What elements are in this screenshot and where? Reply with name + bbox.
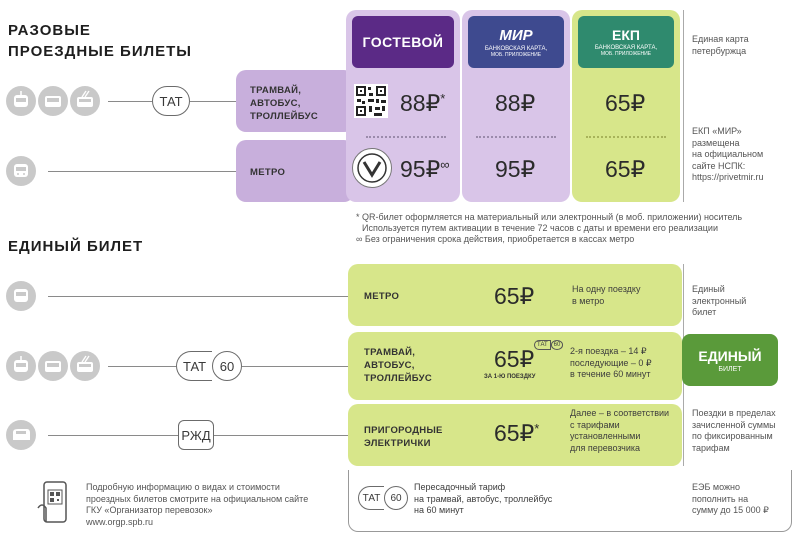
metro-logo-icon: [352, 148, 392, 188]
unified-label-surface: ТРАМВАЙ, АВТОБУС, ТРОЛЛЕЙБУС: [364, 347, 433, 384]
info-link[interactable]: www.orgp.spb.ru: [86, 516, 154, 527]
unified-row-train: [348, 404, 682, 466]
footnote-qr: * QR-билет оформляется на материальный и…: [356, 212, 743, 222]
unified-desc-train: Далее – в соответствии с тарифами устано…: [570, 408, 670, 453]
transfer-box: [348, 470, 792, 532]
info-text: Подробную информацию о видах и стоимости…: [86, 482, 309, 527]
unified-label-metro: МЕТРО: [364, 291, 400, 302]
unified-side-note: Единый электронный билет: [692, 284, 747, 317]
connector-line: [48, 296, 348, 297]
unified-title: ЕДИНЫЙ БИЛЕТ: [8, 238, 144, 255]
qr-code-icon: [354, 84, 388, 118]
footnote-unlimited: ∞ Без ограничения срока действия, приобр…: [356, 234, 635, 244]
separator: [366, 136, 446, 138]
transfer-text: Пересадочный тариф на трамвай, автобус, …: [414, 482, 553, 515]
guest-header: ГОСТЕВОЙ: [352, 16, 454, 68]
bus-icon: [38, 86, 68, 116]
unified-price-train: 65₽ *: [494, 420, 540, 446]
surface-transport-icons: [6, 86, 100, 116]
rzd-pill: РЖД: [178, 420, 214, 450]
connector-line: [48, 171, 236, 172]
unified-price-surface-sub: ЗА 1-Ю ПОЕЗДКУ: [484, 374, 536, 380]
eeb-note: ЕЭБ можно пополнить на сумму до 15 000 ₽: [692, 482, 769, 515]
separator: [476, 136, 556, 138]
footnotes: * QR-билет оформляется на материальный и…: [356, 212, 743, 244]
unified-row-surface: [348, 332, 682, 400]
bus-icon: [38, 351, 68, 381]
single-title: РАЗОВЫЕ ПРОЕЗДНЫЕ БИЛЕТЫ: [8, 20, 192, 62]
single-title-line1: РАЗОВЫЕ: [8, 22, 91, 39]
connector-line: [214, 435, 348, 436]
trolleybus-icon: [70, 351, 100, 381]
unified-price-surface: 65₽: [494, 346, 535, 372]
price-guest-metro: 95₽ ∞: [400, 156, 450, 182]
surface-transport-icons: [6, 351, 100, 381]
tat-pill: ТАТ: [152, 86, 190, 116]
price-mir-surface: 88₽: [495, 90, 536, 116]
metro-train-icon: [6, 156, 36, 186]
single-row-label-surface: ТРАМВАЙ, АВТОБУС, ТРОЛЛЕЙБУС: [250, 85, 319, 122]
ekp-mir-side-note: ЕКП «МИР» размещена на официальном сайте…: [692, 126, 764, 182]
side-divider: [683, 10, 684, 202]
suburban-train-icons: [6, 420, 36, 450]
unified-badge: ЕДИНЫЙ БИЛЕТ: [682, 334, 778, 386]
connector-line: [108, 366, 176, 367]
trolleybus-icon: [70, 86, 100, 116]
price-mir-metro: 95₽: [495, 156, 536, 182]
price-ekp-surface: 65₽: [605, 90, 646, 116]
separator: [586, 136, 666, 138]
single-row-label-bg: [236, 140, 354, 202]
single-row-label-metro: МЕТРО: [250, 167, 286, 178]
ekp-side-note: Единая карта петербуржца: [692, 34, 749, 56]
price-guest-surface: 88₽ *: [400, 90, 446, 116]
ekp-title: ЕКП: [612, 27, 640, 43]
tat-label: ТАТ: [159, 93, 183, 109]
tram-icon: [6, 86, 36, 116]
connector-line: [242, 366, 348, 367]
connector-line: [108, 101, 152, 102]
tat60-pill: ТАТ 60: [176, 351, 242, 381]
phone-qr-icon: [36, 478, 76, 528]
unified-label-train: ПРИГОРОДНЫЕ ЭЛЕКТРИЧКИ: [364, 425, 443, 449]
unified-side-note-limits: Поездки в пределах зачисленной суммы по …: [692, 408, 776, 453]
metro-icons: [6, 156, 36, 186]
unified-row-metro: [348, 264, 682, 326]
unified-desc-metro: На одну поездку в метро: [572, 284, 641, 306]
mir-header: МИР БАНКОВСКАЯ КАРТА, МОБ. ПРИЛОЖЕНИЕ: [468, 16, 564, 68]
tat60-badge: ТАТ 60: [534, 340, 564, 350]
mir-logo: МИР: [499, 26, 533, 44]
connector-line: [48, 435, 178, 436]
single-title-line2: ПРОЕЗДНЫЕ БИЛЕТЫ: [8, 43, 192, 60]
unified-price-metro: 65₽: [494, 283, 535, 309]
price-ekp-metro: 65₽: [605, 156, 646, 182]
metro-train-icon: [6, 281, 36, 311]
unified-desc-surface: 2-я поездка – 14 ₽ последующие – 0 ₽ в т…: [570, 346, 652, 379]
single-row-label-bg: [236, 70, 354, 132]
tram-icon: [6, 351, 36, 381]
tat60-pill-small: ТАТ 60: [358, 486, 408, 510]
guest-title: ГОСТЕВОЙ: [362, 34, 444, 50]
connector-line: [190, 101, 236, 102]
metro-icons: [6, 281, 36, 311]
ekp-header: ЕКП БАНКОВСКАЯ КАРТА, МОБ. ПРИЛОЖЕНИЕ: [578, 16, 674, 68]
suburban-train-icon: [6, 420, 36, 450]
